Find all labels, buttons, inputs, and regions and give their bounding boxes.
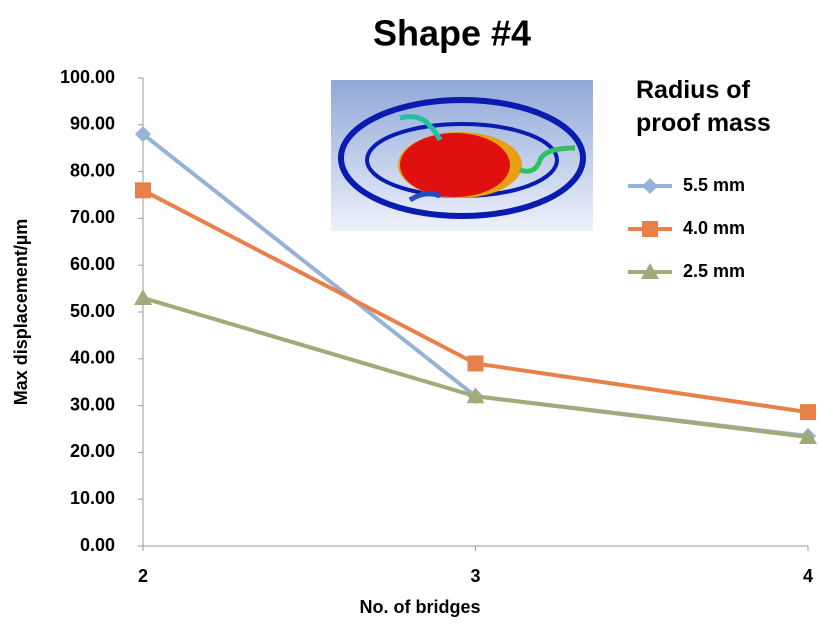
y-tick-label: 20.00 xyxy=(70,441,115,461)
legend-marker xyxy=(642,178,658,194)
y-axis-label: Max displacement/µm xyxy=(11,219,31,405)
y-tick-label: 70.00 xyxy=(70,207,115,227)
marker xyxy=(468,355,484,371)
marker xyxy=(800,404,816,420)
y-tick-label: 90.00 xyxy=(70,114,115,134)
legend-title: Radius of proof mass xyxy=(636,74,811,140)
x-tick-label: 2 xyxy=(138,566,148,586)
x-tick-label: 4 xyxy=(803,566,813,586)
chart-title: Shape #4 xyxy=(373,13,531,54)
marker xyxy=(134,289,152,305)
page: {"chart_data": {"type": "line", "title":… xyxy=(0,0,818,629)
y-tick-label: 50.00 xyxy=(70,301,115,321)
y-tick-label: 30.00 xyxy=(70,394,115,414)
y-tick-label: 0.00 xyxy=(80,535,115,555)
legend-marker xyxy=(642,221,658,237)
y-tick-label: 40.00 xyxy=(70,348,115,368)
y-tick-label: 80.00 xyxy=(70,160,115,180)
y-tick-label: 100.00 xyxy=(60,67,115,87)
legend-label: 4.0 mm xyxy=(683,218,745,238)
x-tick-label: 3 xyxy=(470,566,480,586)
y-tick-label: 10.00 xyxy=(70,488,115,508)
legend-label: 2.5 mm xyxy=(683,261,745,281)
marker xyxy=(135,182,151,198)
inset-image xyxy=(331,80,593,231)
x-axis-label: No. of bridges xyxy=(360,597,481,617)
y-tick-label: 60.00 xyxy=(70,254,115,274)
legend-label: 5.5 mm xyxy=(683,175,745,195)
